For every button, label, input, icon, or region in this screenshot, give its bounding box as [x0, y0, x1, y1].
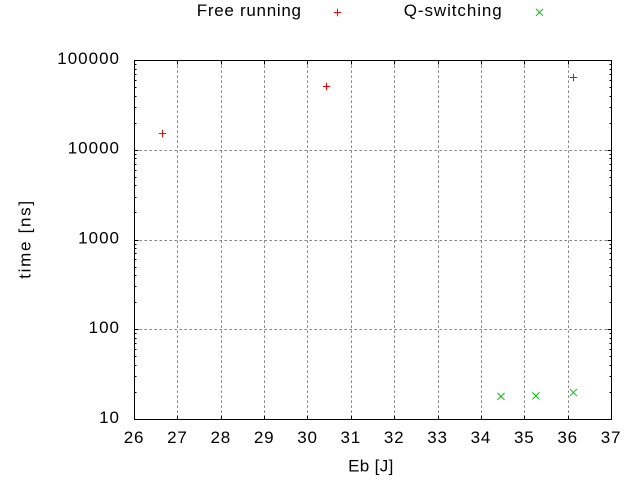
svg-text:27: 27	[167, 428, 188, 447]
svg-text:26: 26	[124, 428, 145, 447]
svg-text:36: 36	[557, 428, 578, 447]
svg-text:Eb [J]: Eb [J]	[348, 457, 394, 476]
svg-text:Q-switching: Q-switching	[404, 1, 503, 20]
svg-text:33: 33	[427, 428, 448, 447]
svg-text:34: 34	[471, 428, 492, 447]
svg-text:37: 37	[601, 428, 622, 447]
svg-text:100: 100	[89, 318, 120, 337]
svg-text:31: 31	[341, 428, 362, 447]
svg-text:1000: 1000	[78, 228, 120, 247]
svg-text:10000: 10000	[68, 139, 120, 158]
svg-text:30: 30	[297, 428, 318, 447]
svg-text:Free running: Free running	[197, 1, 302, 20]
svg-text:100000: 100000	[57, 49, 120, 68]
svg-text:35: 35	[514, 428, 535, 447]
svg-text:29: 29	[254, 428, 275, 447]
svg-text:32: 32	[384, 428, 405, 447]
svg-text:28: 28	[210, 428, 231, 447]
svg-text:time [ns]: time [ns]	[16, 199, 35, 279]
svg-text:10: 10	[99, 408, 120, 427]
